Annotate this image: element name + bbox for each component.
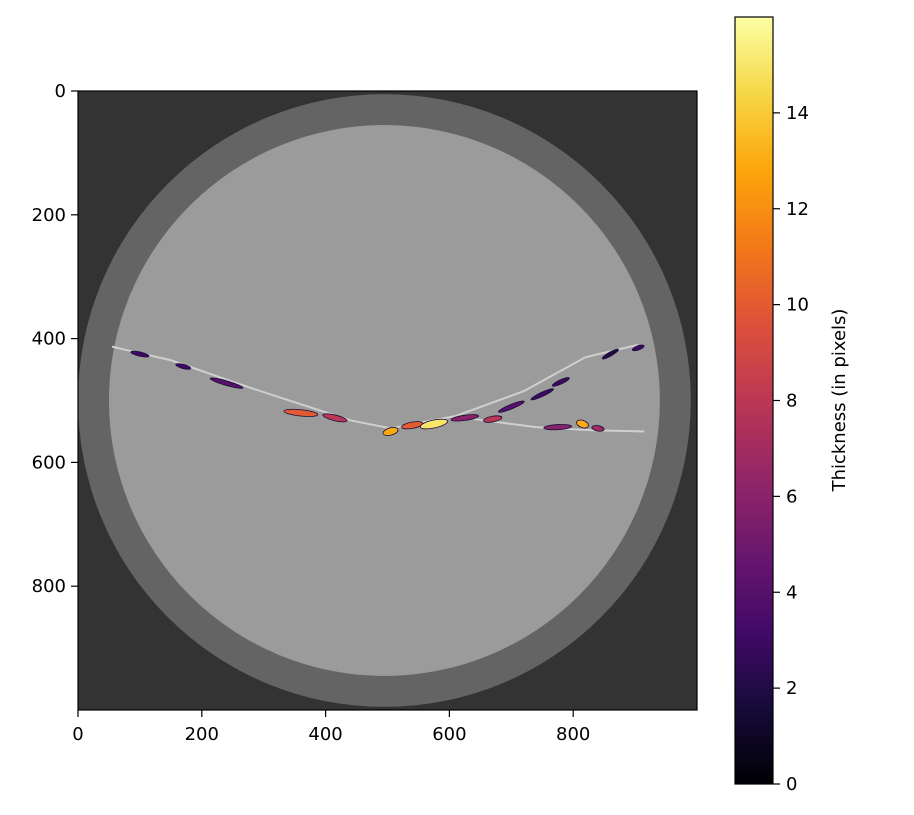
- thickness-region: [530, 388, 554, 401]
- y-tick-label: 400: [32, 329, 66, 350]
- thickness-region: [283, 408, 319, 417]
- thickness-region: [631, 344, 645, 352]
- thickness-region: [209, 377, 244, 389]
- thickness-region: [175, 363, 192, 370]
- colorbar-tick-label: 4: [786, 582, 797, 603]
- x-tick-label: 400: [308, 724, 342, 745]
- y-tick-label: 0: [55, 81, 66, 102]
- thickness-region: [591, 425, 605, 432]
- x-axis: 0 200 400 600 800: [72, 710, 590, 745]
- y-axis: 0 200 400 600 800: [32, 81, 78, 597]
- colorbar: [734, 16, 774, 785]
- colorbar-tick-label: 12: [786, 199, 809, 220]
- colorbar-label: Thickness (in pixels): [829, 309, 850, 493]
- thickness-region: [382, 427, 399, 436]
- y-tick-label: 200: [32, 205, 66, 226]
- colorbar-tick-label: 8: [786, 391, 797, 412]
- colorbar-tick-label: 0: [786, 774, 797, 795]
- x-tick-label: 600: [432, 724, 466, 745]
- thickness-region: [450, 414, 480, 422]
- colorbar-tick-label: 10: [786, 295, 809, 316]
- thickness-region: [419, 418, 448, 430]
- thickness-region: [551, 377, 570, 387]
- thickness-region: [601, 348, 619, 360]
- thickness-region: [322, 413, 348, 423]
- image-frame: [77, 90, 698, 711]
- image-plot-area: [78, 91, 697, 710]
- thickness-overlay: [130, 344, 645, 436]
- colorbar-axis: 0 2 4 6 8 10 12 14: [773, 103, 809, 795]
- thickness-region: [483, 415, 503, 423]
- y-tick-label: 800: [32, 576, 66, 597]
- thickness-region: [576, 419, 589, 429]
- x-tick-label: 800: [556, 724, 590, 745]
- specimen-core: [108, 125, 660, 676]
- x-tick-label: 0: [72, 724, 83, 745]
- thickness-region: [497, 400, 525, 413]
- thickness-region: [130, 350, 150, 358]
- colorbar-tick-label: 2: [786, 678, 797, 699]
- colorbar-tick-label: 6: [786, 486, 797, 507]
- x-tick-label: 200: [185, 724, 219, 745]
- colorbar-tick-label: 14: [786, 103, 809, 124]
- y-tick-label: 600: [32, 452, 66, 473]
- thickness-region: [543, 424, 573, 431]
